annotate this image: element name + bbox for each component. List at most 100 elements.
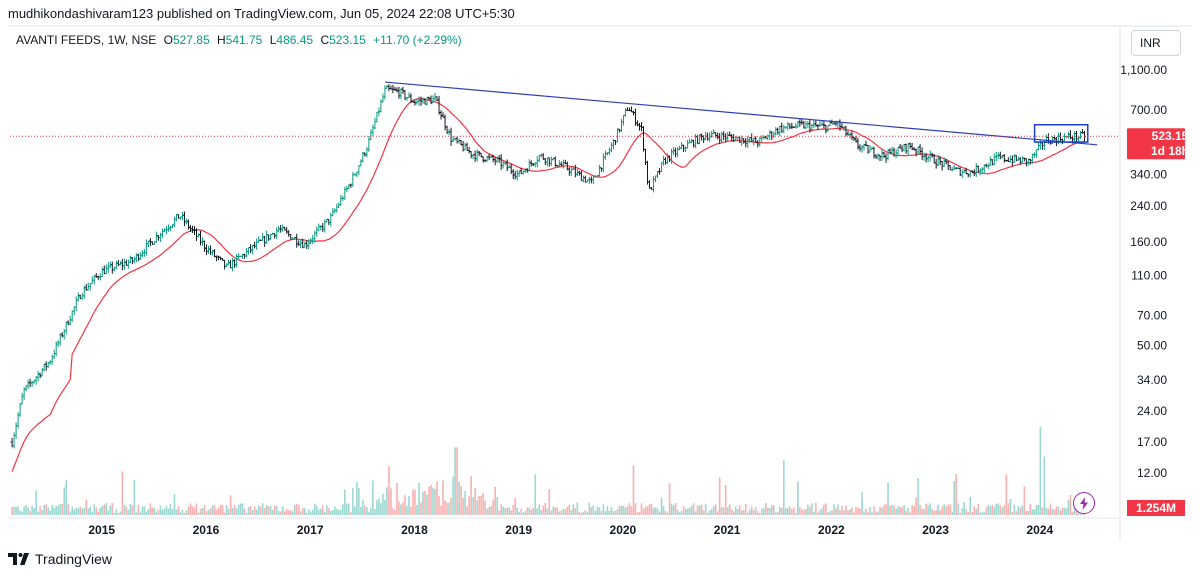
- volume-bar: [837, 504, 839, 515]
- ohlc-bar: [335, 203, 339, 213]
- volume-bar: [552, 506, 555, 515]
- ohlc-bar: [92, 275, 96, 285]
- volume-bar: [634, 503, 637, 515]
- volume-bar: [293, 504, 296, 515]
- ohlc-bar: [511, 169, 515, 180]
- ohlc-bar: [726, 131, 730, 142]
- volume-bar: [803, 509, 805, 515]
- volume-bar: [21, 511, 23, 515]
- volume-bar: [157, 509, 160, 515]
- ohlc-bar: [980, 167, 984, 174]
- volume-bar: [1041, 507, 1044, 515]
- volume-bar: [925, 503, 927, 515]
- volume-bar: [201, 507, 204, 515]
- volume-bar: [424, 490, 426, 515]
- ohlc-bar: [281, 224, 285, 232]
- volume-bar: [756, 511, 759, 515]
- volume-bar: [109, 505, 112, 515]
- volume-bar: [987, 505, 990, 515]
- volume-bar: [618, 505, 621, 515]
- volume-bar: [544, 503, 547, 515]
- volume-bar: [744, 503, 747, 515]
- volume-bar: [303, 508, 306, 515]
- ohlc-bar: [501, 160, 505, 169]
- volume-bar: [289, 510, 292, 515]
- volume-bar: [881, 507, 883, 515]
- volume-bar: [686, 508, 689, 515]
- volume-bar: [722, 507, 725, 515]
- ohlc-bar: [74, 296, 78, 312]
- volume-bar: [398, 501, 400, 515]
- volume-bar: [670, 503, 673, 515]
- volume-bar: [273, 505, 276, 515]
- volume-bar: [426, 494, 428, 515]
- volume-bar: [436, 481, 438, 515]
- volume-bar: [51, 505, 53, 515]
- ohlc-bar: [199, 230, 203, 246]
- lightning-icon[interactable]: [1073, 492, 1095, 514]
- ohlc-bar: [708, 132, 712, 142]
- x-tick-label: 2020: [610, 523, 637, 537]
- ohlc-bar: [381, 93, 385, 103]
- volume-bar: [610, 506, 613, 515]
- volume-bar: [446, 502, 448, 515]
- volume-bar: [801, 509, 803, 515]
- volume-bar: [105, 503, 108, 515]
- currency-selector[interactable]: INR: [1131, 30, 1181, 56]
- ohlc-bar: [648, 180, 652, 189]
- volume-bar: [480, 495, 482, 515]
- volume-bar: [728, 504, 731, 515]
- volume-bar: [249, 505, 252, 515]
- volume-bar: [847, 510, 849, 515]
- volume-bar: [67, 504, 70, 515]
- drawings[interactable]: [10, 81, 1120, 146]
- volume-bar: [891, 505, 893, 515]
- ohlc-bar: [790, 122, 794, 130]
- volume-bar: [390, 488, 392, 515]
- ohlc-bar: [806, 121, 810, 129]
- volume-bar: [993, 506, 996, 515]
- tradingview-logo-icon: [8, 553, 29, 565]
- volume-bar: [360, 506, 362, 515]
- volume-bar: [1001, 507, 1004, 515]
- volume-bar: [434, 488, 436, 515]
- volume-bar: [692, 503, 695, 515]
- ohlc-bar: [76, 292, 80, 302]
- volume-bar: [738, 505, 741, 515]
- volume-bar: [666, 512, 669, 515]
- volume-bar: [1025, 511, 1028, 515]
- ohlc-bar: [68, 315, 72, 326]
- ohlc-bar: [1042, 139, 1046, 150]
- ohlc-bar: [395, 87, 399, 93]
- volume-bar: [690, 505, 693, 515]
- ohlc-bar: [164, 226, 168, 235]
- volume-bar: [123, 504, 126, 515]
- ohlc-bar: [285, 227, 289, 234]
- ohlc-bar: [467, 146, 471, 154]
- volume-bar: [602, 504, 605, 515]
- ohlc-bar: [26, 379, 30, 389]
- ohlc-bar: [960, 169, 964, 179]
- volume-bar: [145, 511, 148, 515]
- ohlc-bar: [904, 143, 908, 154]
- ohlc-bar: [253, 241, 257, 249]
- high-value: 541.75: [225, 33, 263, 47]
- ohlc-bar: [637, 122, 641, 131]
- volume-bar: [772, 505, 775, 515]
- volume-bar: [454, 447, 456, 515]
- volume-bar: [752, 509, 755, 515]
- volume-bar: [678, 512, 681, 515]
- volume-bar: [999, 505, 1002, 515]
- volume-bar: [380, 503, 382, 515]
- volume-bar: [297, 504, 300, 515]
- volume-bar: [418, 482, 420, 515]
- ohlc-bar: [998, 151, 1002, 160]
- volume-bar: [506, 507, 508, 515]
- ohlc-bar: [744, 138, 748, 148]
- volume-bar: [141, 506, 144, 515]
- volume-bar: [596, 506, 599, 515]
- ohlc-bar: [319, 225, 323, 231]
- volume-bar: [265, 505, 268, 515]
- ohlc-bar: [337, 202, 341, 209]
